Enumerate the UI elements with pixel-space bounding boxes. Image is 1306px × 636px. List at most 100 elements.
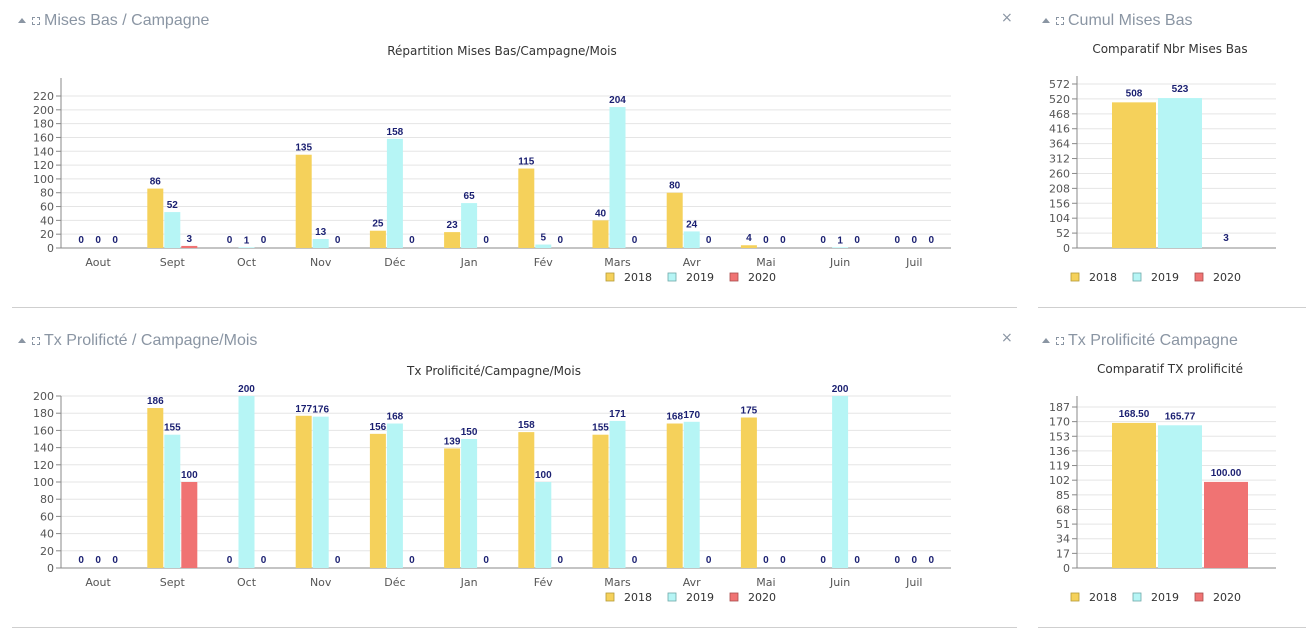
value-label: 0: [780, 555, 786, 566]
y-tick-label: 160: [33, 424, 54, 437]
bar-2018: [147, 408, 164, 568]
value-label: 0: [895, 555, 901, 566]
chart-title: Comparatif Nbr Mises Bas: [1092, 42, 1247, 56]
value-label: 0: [558, 555, 564, 566]
panel-header: Tx Prolificté / Campagne/Mois: [18, 330, 257, 352]
x-category-label: Avr: [683, 576, 701, 589]
expand-icon[interactable]: [32, 337, 40, 345]
collapse-icon[interactable]: [1042, 337, 1050, 343]
value-label: 65: [464, 191, 476, 202]
value-label: 0: [261, 235, 267, 246]
value-label: 5: [541, 233, 547, 244]
bar-2020: [181, 482, 198, 568]
bar-2018: [444, 232, 461, 248]
collapse-icon[interactable]: [1042, 17, 1050, 23]
panel-tx-prolificite-mois: Tx Prolificté / Campagne/Mois × Tx Proli…: [0, 320, 1020, 630]
y-tick-label: 20: [40, 545, 54, 558]
legend-label: 2018: [624, 591, 652, 604]
bar-2019: [164, 434, 181, 568]
y-tick-label: 60: [40, 201, 54, 214]
x-category-label: Avr: [683, 256, 701, 269]
bar-2019: [238, 247, 255, 248]
legend-swatch-2020: [729, 592, 739, 602]
value-label: 200: [832, 384, 849, 395]
collapse-icon[interactable]: [18, 337, 26, 343]
legend-swatch-2018: [605, 272, 615, 282]
y-tick-label: 40: [40, 528, 54, 541]
bar-2020: [1204, 481, 1248, 568]
y-tick-label: 102: [1049, 474, 1070, 487]
value-label: 100.00: [1211, 468, 1242, 479]
value-label: 150: [461, 427, 478, 438]
close-icon[interactable]: ×: [1001, 330, 1013, 346]
value-label: 0: [820, 235, 826, 246]
legend-label: 2019: [686, 271, 714, 284]
value-label: 0: [112, 235, 118, 246]
value-label: 175: [741, 406, 758, 417]
panel-divider: [12, 307, 1017, 308]
bar-2019: [312, 416, 329, 568]
y-tick-label: 153: [1049, 430, 1070, 443]
value-label: 186: [147, 396, 164, 407]
legend-swatch-2019: [667, 272, 677, 282]
value-label: 0: [820, 555, 826, 566]
y-tick-label: 120: [33, 459, 54, 472]
legend-label: 2019: [1151, 591, 1179, 604]
bar-2019: [461, 203, 478, 248]
legend-label: 2018: [624, 271, 652, 284]
value-label: 100: [181, 470, 198, 481]
bar-2018: [369, 433, 386, 568]
expand-icon[interactable]: [1056, 17, 1064, 25]
value-label: 200: [238, 384, 255, 395]
y-tick-label: 136: [1049, 445, 1070, 458]
bar-2019: [832, 247, 849, 248]
value-label: 0: [706, 235, 712, 246]
y-tick-label: 200: [33, 104, 54, 117]
y-tick-label: 180: [33, 407, 54, 420]
y-tick-label: 520: [1049, 93, 1070, 106]
value-label: 1: [837, 235, 843, 246]
bar-2019: [832, 396, 849, 568]
value-label: 523: [1172, 84, 1189, 95]
y-tick-label: 68: [1056, 503, 1070, 516]
legend-swatch-2018: [1070, 272, 1080, 282]
expand-icon[interactable]: [1056, 337, 1064, 345]
value-label: 24: [686, 219, 698, 230]
y-tick-label: 208: [1049, 182, 1070, 195]
value-label: 52: [167, 200, 179, 211]
value-label: 204: [609, 95, 626, 106]
chart-cumul-mises-bas: Comparatif Nbr Mises Bas0521041562082603…: [1049, 42, 1276, 284]
value-label: 0: [854, 235, 860, 246]
value-label: 168.50: [1119, 409, 1150, 420]
value-label: 3: [1223, 233, 1229, 244]
value-label: 0: [912, 235, 918, 246]
x-category-label: Oct: [237, 256, 257, 269]
panel-title: Tx Prolificité Campagne: [1068, 332, 1238, 349]
legend-swatch-2019: [667, 592, 677, 602]
close-icon[interactable]: ×: [1001, 10, 1013, 26]
bar-2018: [740, 417, 757, 568]
bar-2018: [369, 230, 386, 248]
value-label: 0: [483, 555, 489, 566]
value-label: 0: [483, 235, 489, 246]
y-tick-label: 260: [1049, 167, 1070, 180]
value-label: 0: [929, 555, 935, 566]
bar-2018: [147, 188, 164, 248]
y-tick-label: 416: [1049, 123, 1070, 136]
bar-2018: [444, 448, 461, 568]
legend-swatch-2019: [1132, 592, 1142, 602]
y-tick-label: 0: [1063, 562, 1070, 575]
y-tick-label: 34: [1056, 533, 1070, 546]
x-category-label: Juin: [829, 576, 850, 589]
expand-icon[interactable]: [32, 17, 40, 25]
y-tick-label: 0: [47, 242, 54, 255]
legend-swatch-2018: [605, 592, 615, 602]
y-tick-label: 468: [1049, 108, 1070, 121]
y-tick-label: 156: [1049, 197, 1070, 210]
value-label: 3: [187, 234, 193, 245]
legend-label: 2019: [686, 591, 714, 604]
bar-2019: [1158, 425, 1202, 568]
value-label: 168: [387, 412, 404, 423]
legend-swatch-2020: [1194, 592, 1204, 602]
collapse-icon[interactable]: [18, 17, 26, 23]
